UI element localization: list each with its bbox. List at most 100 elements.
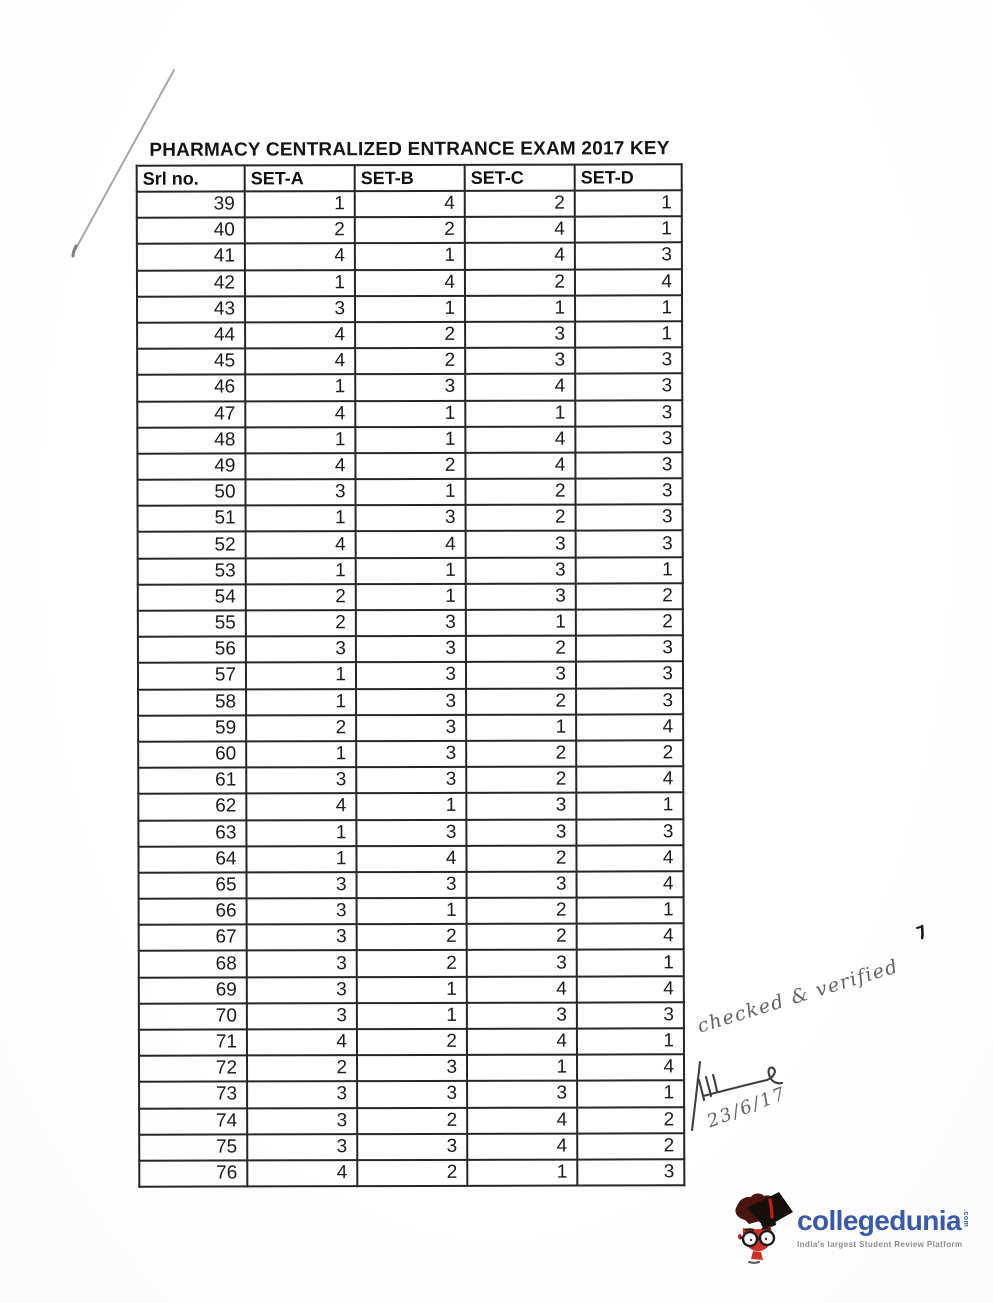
answer-cell: 2 [357, 1107, 468, 1134]
answer-cell: 4 [247, 1160, 358, 1187]
answer-cell: 3 [466, 950, 577, 977]
answer-cell: 3 [247, 1133, 358, 1161]
answer-cell: 3 [246, 950, 357, 978]
answer-cell: 4 [246, 793, 357, 820]
srl-no-cell: 46 [137, 374, 246, 402]
answer-cell: 2 [246, 1055, 358, 1082]
answer-cell: 4 [245, 348, 356, 375]
table-row: 68 3 2 3 1 [138, 949, 684, 978]
answer-cell: 3 [355, 374, 466, 401]
table-row: 56 3 3 2 3 [137, 635, 683, 664]
column-header-set-c: SET-C [464, 164, 575, 191]
srl-no-cell: 43 [137, 296, 246, 323]
answer-cell: 3 [355, 505, 466, 532]
answer-cell: 1 [467, 1159, 578, 1186]
answer-cell: 3 [246, 872, 357, 899]
table-row: 60 1 3 2 2 [138, 740, 684, 768]
table-row: 74 3 2 4 2 [139, 1106, 685, 1135]
answer-cell: 4 [244, 243, 355, 270]
srl-no-cell: 62 [138, 793, 247, 821]
srl-no-cell: 56 [137, 636, 246, 664]
answer-cell: 2 [576, 740, 684, 767]
signature [690, 1060, 784, 1132]
table-row: 40 2 2 4 1 [136, 216, 682, 245]
srl-no-cell: 44 [137, 322, 246, 349]
answer-cell: 4 [466, 1028, 577, 1056]
table-row: 62 4 1 3 1 [138, 792, 684, 821]
answer-cell: 3 [355, 609, 466, 637]
answer-cell: 3 [356, 740, 467, 768]
table-body: 39 1 4 2 1 40 2 2 4 1 41 4 1 4 3 42 1 4 2 4 43 3 1 1 1 44 4 2 3 1 45 4 2… [136, 190, 685, 1187]
table-row: 57 1 3 3 3 [137, 661, 684, 690]
table-row: 53 1 1 3 1 [137, 556, 683, 585]
answer-cell: 4 [467, 1107, 578, 1134]
srl-no-cell: 70 [138, 1003, 247, 1030]
answer-cell: 1 [576, 1028, 684, 1055]
answer-cell: 3 [465, 347, 576, 375]
srl-no-cell: 71 [138, 1029, 247, 1056]
answer-cell: 3 [575, 661, 684, 689]
answer-cell: 1 [355, 478, 466, 506]
answer-cell: 1 [466, 714, 577, 741]
srl-no-cell: 41 [136, 243, 245, 271]
srl-no-cell: 67 [138, 924, 247, 952]
answer-cell: 2 [575, 609, 683, 636]
answer-cell: 3 [575, 399, 683, 427]
answer-cell: 3 [357, 1133, 468, 1161]
answer-cell: 3 [246, 976, 357, 1004]
answer-cell: 1 [244, 269, 356, 297]
answer-cell: 3 [466, 819, 577, 846]
answer-cell: 3 [465, 321, 576, 348]
answer-cell: 2 [244, 217, 355, 244]
answer-cell: 3 [466, 792, 577, 820]
answer-cell: 3 [576, 1002, 684, 1029]
answer-cell: 2 [466, 688, 577, 715]
column-header-set-b: SET-B [354, 164, 465, 192]
answer-cell: 4 [576, 844, 684, 872]
srl-no-cell: 75 [139, 1134, 248, 1161]
table-row: 71 4 2 4 1 [138, 1028, 684, 1056]
answer-cell: 1 [576, 949, 684, 977]
table-row: 70 3 1 3 3 [138, 1002, 684, 1030]
table-row: 58 1 3 2 3 [138, 687, 684, 716]
answer-cell: 2 [466, 897, 577, 925]
answer-cell: 2 [354, 217, 465, 244]
answer-cell: 3 [246, 898, 357, 925]
answer-cell: 1 [355, 426, 466, 454]
answer-cell: 4 [245, 322, 356, 349]
table-row: 39 1 4 2 1 [136, 190, 682, 218]
srl-no-cell: 60 [138, 741, 247, 768]
page-title: PHARMACY CENTRALIZED ENTRANCE EXAM 2017 … [149, 138, 670, 161]
srl-no-cell: 69 [138, 977, 247, 1004]
answer-cell: 1 [355, 557, 466, 584]
answer-cell: 1 [577, 1080, 685, 1108]
answer-cell: 4 [576, 975, 684, 1003]
answer-cell: 4 [355, 531, 466, 558]
answer-cell: 4 [354, 269, 466, 296]
collegedunia-mascot-icon [735, 1192, 793, 1264]
pen-scratch-line [71, 69, 175, 258]
answer-cell: 3 [575, 373, 683, 401]
answer-cell: 4 [465, 452, 576, 479]
table-row: 66 3 1 2 1 [138, 897, 684, 925]
answer-cell: 4 [574, 268, 683, 296]
answer-cell: 2 [246, 714, 357, 742]
srl-no-cell: 57 [137, 662, 247, 690]
answer-cell: 1 [355, 583, 466, 611]
answer-cell: 2 [356, 1028, 467, 1056]
answer-cell: 4 [245, 400, 356, 428]
srl-no-cell: 39 [136, 191, 245, 218]
table-row: 46 1 3 4 3 [137, 373, 683, 402]
table-row: 72 2 3 1 4 [138, 1054, 685, 1083]
answer-cell: 3 [575, 347, 683, 374]
answer-cell: 2 [245, 583, 356, 611]
answer-cell: 4 [576, 871, 684, 898]
answer-cell: 3 [246, 767, 357, 794]
answer-cell: 2 [357, 1159, 468, 1187]
answer-cell: 3 [247, 1081, 358, 1108]
srl-no-cell: 58 [138, 688, 247, 716]
srl-no-cell: 53 [137, 558, 246, 585]
answer-cell: 1 [245, 374, 356, 401]
handwritten-note: checked & verified [694, 955, 902, 1038]
